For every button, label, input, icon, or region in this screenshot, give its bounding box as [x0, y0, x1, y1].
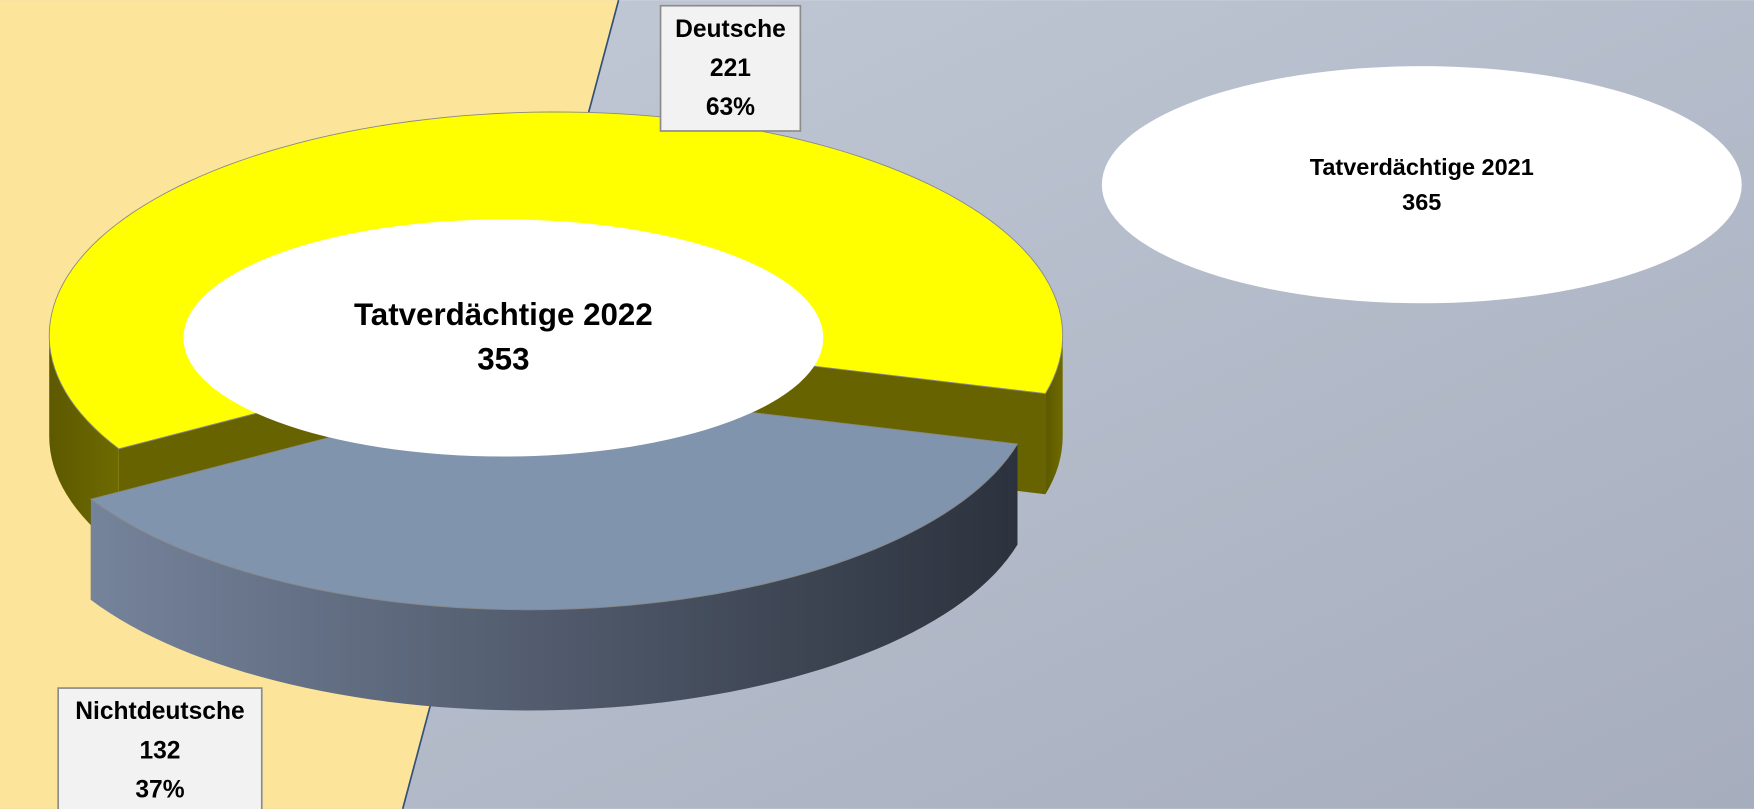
data-label-box: [57, 687, 263, 809]
data-label-box: [659, 4, 802, 132]
previous-year-value: 365: [1402, 189, 1441, 215]
data-label-percent: 63%: [706, 94, 755, 121]
center-ellipse: [183, 219, 824, 457]
data-label-value: 132: [139, 737, 180, 764]
slice: [89, 385, 1019, 611]
slice-side: [90, 443, 1018, 711]
data-label-value: 221: [710, 55, 751, 82]
data-label-name: Deutsche: [675, 16, 786, 43]
data-label-name: Nichtdeutsche: [75, 698, 244, 725]
slice-side: [1045, 335, 1063, 495]
data-label-percent: 37%: [135, 776, 184, 803]
previous-year-title: Tatverdächtige 2021: [1310, 154, 1534, 180]
center-value: 353: [477, 342, 529, 377]
previous-year-ellipse: [1101, 66, 1742, 304]
center-title: Tatverdächtige 2022: [354, 297, 653, 332]
